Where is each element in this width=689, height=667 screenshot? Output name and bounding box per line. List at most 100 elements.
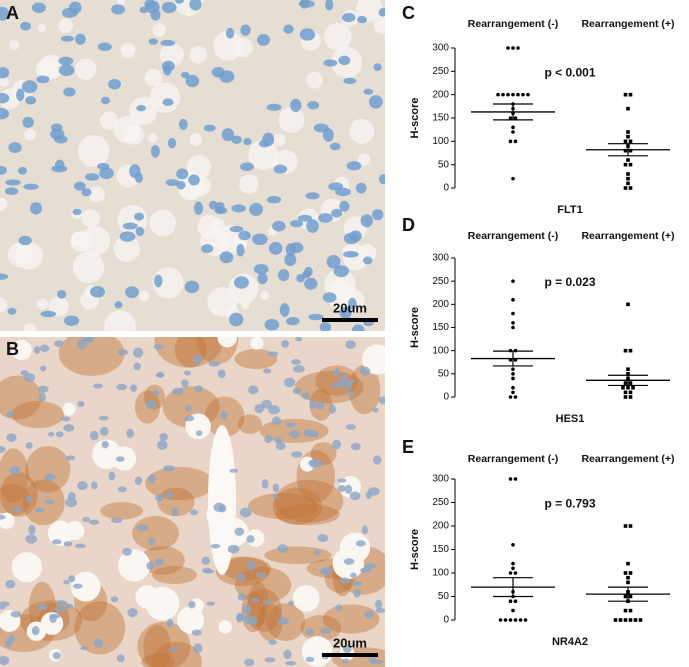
nucleus (65, 497, 78, 508)
nucleus (101, 96, 111, 105)
nucleus (50, 128, 65, 140)
data-point (511, 321, 515, 325)
nucleus (8, 142, 22, 154)
data-point (511, 92, 515, 97)
stain (0, 375, 42, 420)
nucleus (208, 200, 218, 210)
nucleus (331, 208, 343, 218)
nucleus (363, 88, 374, 95)
nucleus (97, 42, 112, 51)
nucleus (240, 24, 251, 36)
nucleus (359, 366, 371, 376)
nucleus (119, 231, 136, 242)
nucleus (256, 572, 266, 578)
nucleus (217, 369, 226, 379)
nucleus (343, 558, 355, 565)
nucleus (362, 256, 373, 265)
nucleus (130, 384, 138, 393)
nucleus (236, 243, 245, 257)
data-point (506, 46, 510, 50)
nucleus (229, 468, 239, 473)
nucleus (135, 226, 145, 237)
nucleus (210, 543, 221, 549)
vacuole (11, 339, 32, 361)
nucleus (262, 599, 272, 605)
panel-label: D (402, 215, 415, 235)
nucleus (116, 383, 128, 391)
data-point (513, 618, 518, 622)
nucleus (287, 600, 295, 606)
data-point (626, 372, 630, 376)
nucleus (5, 179, 21, 186)
nucleus (72, 208, 82, 216)
data-point (626, 172, 630, 176)
nucleus (229, 312, 244, 327)
nucleus (12, 506, 22, 513)
nucleus (348, 297, 357, 310)
nucleus (166, 618, 174, 628)
nucleus (304, 266, 313, 277)
nucleus (44, 473, 56, 481)
vacuole (324, 22, 352, 51)
nucleus (188, 174, 200, 186)
nucleus (176, 168, 189, 180)
nucleus (208, 360, 220, 367)
data-point (638, 618, 643, 622)
nucleus (38, 392, 46, 402)
nucleus (183, 370, 191, 376)
annotation: p = 0.793 (544, 497, 595, 511)
vacuole (278, 106, 305, 133)
nucleus (349, 491, 361, 501)
nucleus (206, 601, 216, 606)
data-point (623, 381, 628, 385)
nucleus (4, 187, 19, 195)
nucleus (63, 424, 75, 432)
vacuole (124, 124, 144, 145)
vacuole (248, 139, 279, 170)
nucleus (171, 507, 179, 517)
nucleus (60, 35, 74, 42)
data-point (511, 130, 515, 134)
vacuole (92, 439, 122, 470)
nucleus (271, 416, 282, 425)
y-tick-label: 150 (432, 322, 449, 333)
nucleus (236, 612, 244, 623)
nucleus (372, 209, 384, 221)
nucleus (44, 499, 55, 504)
vacuole (80, 226, 111, 256)
y-axis-label: H-score (409, 98, 421, 139)
nucleus (268, 639, 277, 645)
nucleus (63, 580, 70, 585)
nucleus (355, 540, 366, 547)
nucleus (132, 347, 144, 358)
vacuole (272, 133, 286, 147)
nucleus (155, 494, 165, 502)
nucleus (343, 77, 357, 84)
nucleus (348, 391, 355, 398)
nucleus (28, 524, 36, 535)
nucleus (293, 365, 305, 373)
nucleus (194, 201, 204, 215)
nucleus (297, 214, 313, 222)
nucleus (238, 230, 251, 241)
scale-bar (322, 318, 378, 322)
data-point (623, 608, 628, 613)
nucleus (136, 105, 146, 112)
nucleus (307, 101, 320, 110)
nucleus (361, 525, 369, 535)
nucleus (309, 399, 317, 410)
vacuole (357, 153, 371, 166)
nucleus (378, 174, 385, 185)
data-point (508, 618, 513, 622)
nucleus (18, 235, 32, 246)
nucleus (220, 410, 228, 420)
nucleus (0, 605, 6, 610)
nucleus (268, 241, 283, 255)
stain (141, 653, 175, 667)
vacuole (37, 23, 46, 33)
nucleus (5, 580, 16, 589)
nucleus (352, 580, 363, 586)
nucleus (81, 188, 92, 197)
nucleus (16, 88, 25, 102)
vacuole (349, 118, 375, 144)
